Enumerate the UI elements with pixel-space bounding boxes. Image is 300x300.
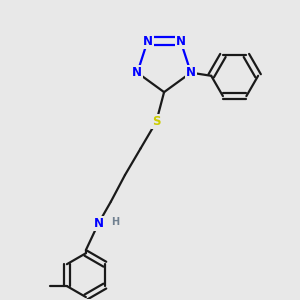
Text: H: H xyxy=(112,217,120,227)
Text: N: N xyxy=(93,217,103,230)
Text: N: N xyxy=(186,66,196,79)
Text: N: N xyxy=(176,35,186,48)
Text: N: N xyxy=(142,35,152,48)
Text: S: S xyxy=(152,115,160,128)
Text: N: N xyxy=(132,66,142,79)
